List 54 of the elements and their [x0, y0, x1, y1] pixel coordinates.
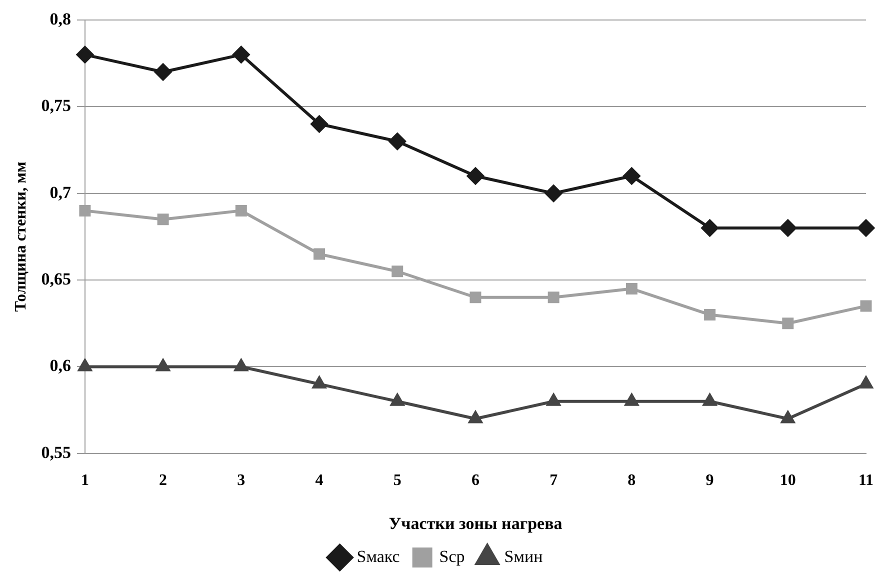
y-axis-title: Толщина стенки, мм: [12, 162, 30, 312]
x-tick-label: 9: [706, 472, 714, 490]
point: [157, 214, 169, 226]
point: [314, 248, 326, 260]
point: [546, 394, 560, 406]
point: [234, 359, 248, 372]
point: [392, 266, 404, 278]
point: [466, 168, 484, 185]
point: [310, 116, 328, 133]
point: [388, 132, 406, 150]
legend-label: Sмин: [504, 546, 543, 566]
y-tick-label: 0,65: [41, 269, 71, 288]
point: [390, 394, 404, 406]
legend-label: Sср: [439, 546, 465, 566]
point: [858, 220, 874, 237]
x-tick-label: 3: [237, 472, 246, 490]
y-tick-label: 0,7: [50, 182, 72, 202]
point: [624, 394, 638, 406]
point: [626, 282, 638, 294]
point: [232, 46, 250, 64]
y-tick-label: 0,55: [41, 442, 71, 462]
point: [623, 168, 640, 185]
x-tick-label: 5: [393, 472, 402, 490]
point: [779, 220, 796, 237]
point: [470, 292, 482, 304]
y-tick-label: 0,6: [50, 356, 71, 376]
x-tick-label: 7: [550, 472, 558, 490]
point: [76, 46, 94, 64]
x-tick-label: 4: [315, 472, 324, 490]
point: [468, 411, 482, 424]
point: [312, 376, 326, 389]
point: [154, 64, 172, 81]
y-tick-label: 0,8: [50, 9, 71, 28]
point: [704, 308, 716, 320]
point: [701, 220, 718, 237]
x-tick-label: 10: [780, 472, 796, 490]
x-axis-title: Участки зоны нагрева: [388, 514, 563, 534]
point: [703, 394, 716, 406]
point: [156, 359, 170, 372]
y-tick-label: 0,75: [41, 96, 71, 116]
point: [859, 376, 873, 389]
x-tick-label: 2: [159, 472, 168, 490]
x-tick-label: 6: [471, 472, 480, 490]
point: [781, 411, 795, 424]
x-tick-label: 8: [628, 472, 636, 490]
x-tick-label: 11: [858, 472, 874, 490]
point: [235, 204, 247, 216]
point: [782, 318, 794, 330]
point: [79, 204, 91, 216]
x-tick-label: 1: [80, 472, 89, 490]
point: [548, 292, 560, 304]
point: [545, 184, 562, 202]
legend-label: Sмакс: [356, 546, 400, 566]
point: [860, 300, 872, 312]
